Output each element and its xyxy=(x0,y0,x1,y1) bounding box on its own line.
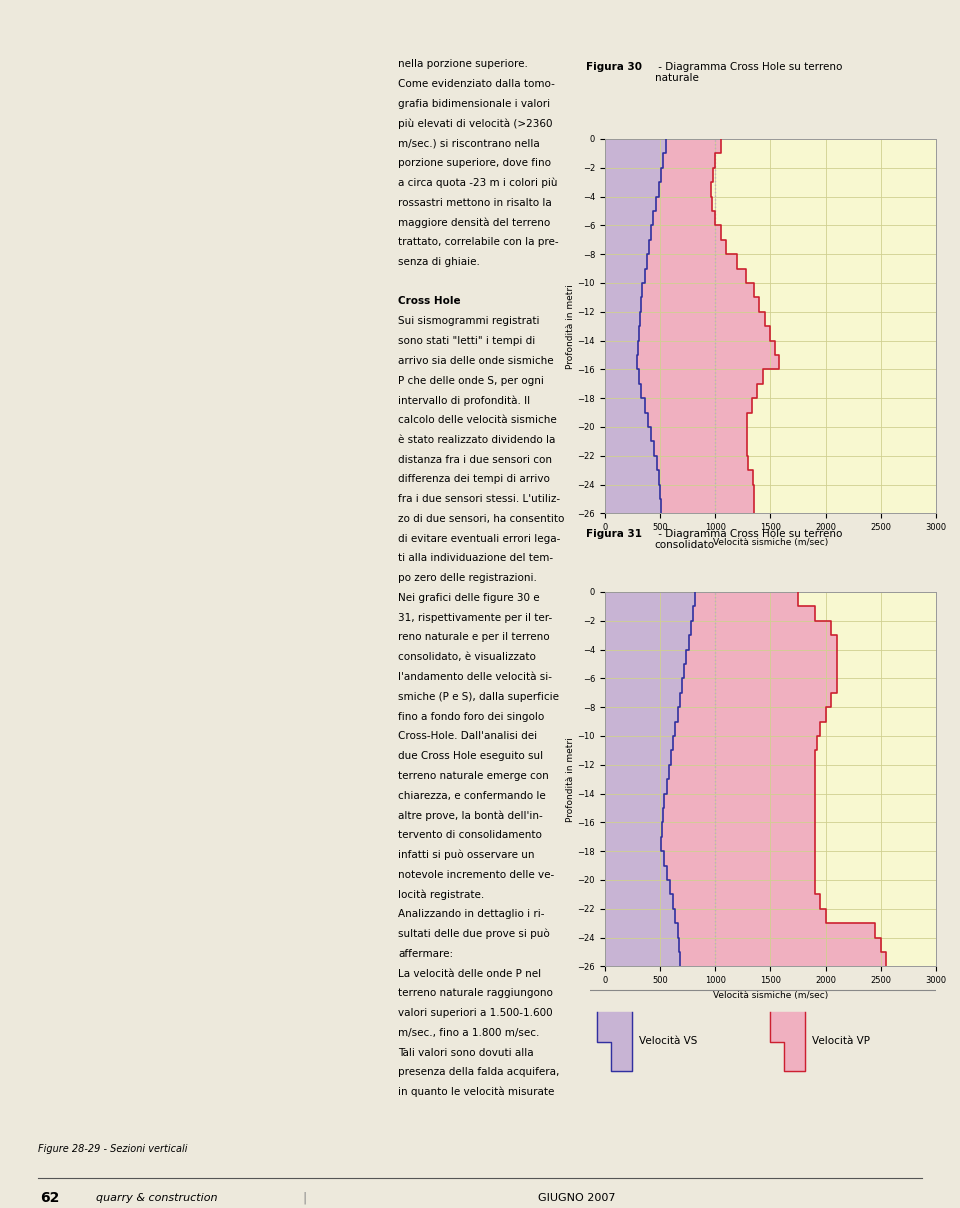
Text: zo di due sensori, ha consentito: zo di due sensori, ha consentito xyxy=(398,513,564,524)
Text: Figure 28-29 - Sezioni verticali: Figure 28-29 - Sezioni verticali xyxy=(38,1144,188,1154)
Text: locità registrate.: locità registrate. xyxy=(398,889,485,900)
X-axis label: Velocità sismiche (m/sec): Velocità sismiche (m/sec) xyxy=(712,991,828,1000)
Text: l'andamento delle velocità si-: l'andamento delle velocità si- xyxy=(398,672,552,683)
Text: Velocità VS: Velocità VS xyxy=(638,1036,697,1046)
Text: maggiore densità del terreno: maggiore densità del terreno xyxy=(398,217,551,227)
Text: Velocità VP: Velocità VP xyxy=(811,1036,870,1046)
Text: distanza fra i due sensori con: distanza fra i due sensori con xyxy=(398,454,552,465)
Text: Cross-Hole. Dall'analisi dei: Cross-Hole. Dall'analisi dei xyxy=(398,731,538,742)
Text: - Diagramma Cross Hole su terreno
consolidato: - Diagramma Cross Hole su terreno consol… xyxy=(655,529,842,551)
Text: grafia bidimensionale i valori: grafia bidimensionale i valori xyxy=(398,99,550,109)
Text: po zero delle registrazioni.: po zero delle registrazioni. xyxy=(398,573,538,583)
Text: affermare:: affermare: xyxy=(398,948,453,959)
Text: notevole incremento delle ve-: notevole incremento delle ve- xyxy=(398,870,555,879)
Text: altre prove, la bontà dell'in-: altre prove, la bontà dell'in- xyxy=(398,811,543,820)
Text: nella porzione superiore.: nella porzione superiore. xyxy=(398,59,528,69)
Text: |: | xyxy=(302,1191,306,1204)
Text: Figura 30: Figura 30 xyxy=(586,62,641,71)
Text: rossastri mettono in risalto la: rossastri mettono in risalto la xyxy=(398,198,552,208)
Text: 31, rispettivamente per il ter-: 31, rispettivamente per il ter- xyxy=(398,612,553,623)
Text: fino a fondo foro dei singolo: fino a fondo foro dei singolo xyxy=(398,712,544,721)
Text: Come evidenziato dalla tomo-: Come evidenziato dalla tomo- xyxy=(398,79,555,89)
Text: 62: 62 xyxy=(40,1191,60,1204)
Text: sono stati "letti" i tempi di: sono stati "letti" i tempi di xyxy=(398,336,536,345)
Text: porzione superiore, dove fino: porzione superiore, dove fino xyxy=(398,158,551,168)
Text: arrivo sia delle onde sismiche: arrivo sia delle onde sismiche xyxy=(398,355,554,366)
Text: Nei grafici delle figure 30 e: Nei grafici delle figure 30 e xyxy=(398,593,540,603)
Text: di evitare eventuali errori lega-: di evitare eventuali errori lega- xyxy=(398,534,561,544)
Text: GIUGNO 2007: GIUGNO 2007 xyxy=(538,1192,615,1203)
Text: senza di ghiaie.: senza di ghiaie. xyxy=(398,257,480,267)
Text: Tali valori sono dovuti alla: Tali valori sono dovuti alla xyxy=(398,1047,534,1058)
Text: fra i due sensori stessi. L'utiliz-: fra i due sensori stessi. L'utiliz- xyxy=(398,494,561,504)
Text: differenza dei tempi di arrivo: differenza dei tempi di arrivo xyxy=(398,475,550,484)
Text: Cross Hole: Cross Hole xyxy=(398,296,461,307)
Polygon shape xyxy=(770,1012,804,1071)
Text: consolidato, è visualizzato: consolidato, è visualizzato xyxy=(398,652,537,662)
Text: tervento di consolidamento: tervento di consolidamento xyxy=(398,830,542,841)
Text: reno naturale e per il terreno: reno naturale e per il terreno xyxy=(398,633,550,643)
Text: P che delle onde S, per ogni: P che delle onde S, per ogni xyxy=(398,376,544,385)
Text: presenza della falda acquifera,: presenza della falda acquifera, xyxy=(398,1068,560,1078)
Text: Figura 31: Figura 31 xyxy=(586,529,641,539)
Text: m/sec.) si riscontrano nella: m/sec.) si riscontrano nella xyxy=(398,138,540,149)
Text: sultati delle due prove si può: sultati delle due prove si può xyxy=(398,929,550,940)
Text: smiche (P e S), dalla superficie: smiche (P e S), dalla superficie xyxy=(398,692,560,702)
Text: La velocità delle onde P nel: La velocità delle onde P nel xyxy=(398,969,541,978)
Text: a circa quota -23 m i colori più: a circa quota -23 m i colori più xyxy=(398,178,558,188)
Text: Sui sismogrammi registrati: Sui sismogrammi registrati xyxy=(398,316,540,326)
Text: chiarezza, e confermando le: chiarezza, e confermando le xyxy=(398,790,546,801)
Text: terreno naturale emerge con: terreno naturale emerge con xyxy=(398,771,549,780)
Text: è stato realizzato dividendo la: è stato realizzato dividendo la xyxy=(398,435,556,445)
Text: più elevati di velocità (>2360: più elevati di velocità (>2360 xyxy=(398,118,553,129)
Text: infatti si può osservare un: infatti si può osservare un xyxy=(398,849,535,860)
Text: ti alla individuazione del tem-: ti alla individuazione del tem- xyxy=(398,553,554,563)
Text: calcolo delle velocità sismiche: calcolo delle velocità sismiche xyxy=(398,416,557,425)
Text: due Cross Hole eseguito sul: due Cross Hole eseguito sul xyxy=(398,751,543,761)
Y-axis label: Profondità in metri: Profondità in metri xyxy=(565,284,575,368)
X-axis label: Velocità sismiche (m/sec): Velocità sismiche (m/sec) xyxy=(712,538,828,547)
Text: - Diagramma Cross Hole su terreno
naturale: - Diagramma Cross Hole su terreno natura… xyxy=(655,62,842,83)
Text: trattato, correlabile con la pre-: trattato, correlabile con la pre- xyxy=(398,237,559,248)
Text: valori superiori a 1.500-1.600: valori superiori a 1.500-1.600 xyxy=(398,1007,553,1018)
Text: intervallo di profondità. Il: intervallo di profondità. Il xyxy=(398,395,531,406)
Text: terreno naturale raggiungono: terreno naturale raggiungono xyxy=(398,988,553,998)
Polygon shape xyxy=(597,1012,632,1071)
Y-axis label: Profondità in metri: Profondità in metri xyxy=(565,737,575,821)
Text: Analizzando in dettaglio i ri-: Analizzando in dettaglio i ri- xyxy=(398,910,545,919)
Text: in quanto le velocità misurate: in quanto le velocità misurate xyxy=(398,1087,555,1097)
Text: m/sec., fino a 1.800 m/sec.: m/sec., fino a 1.800 m/sec. xyxy=(398,1028,540,1038)
Text: quarry & construction: quarry & construction xyxy=(96,1192,218,1203)
